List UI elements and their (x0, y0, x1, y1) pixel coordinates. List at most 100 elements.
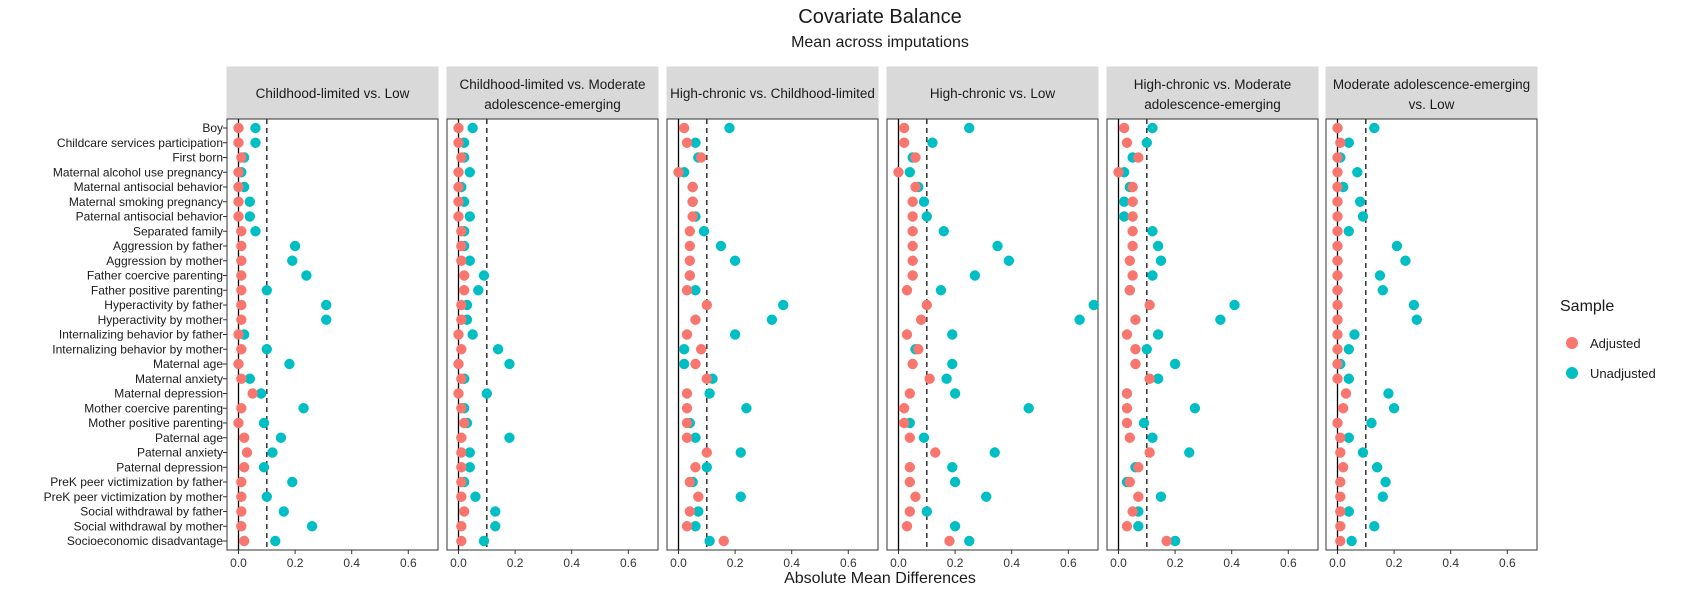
panel-frame (446, 118, 659, 551)
unadjusted-point (1369, 521, 1380, 532)
adjusted-point (907, 255, 918, 266)
x-tick-label: 0.0 (890, 556, 907, 570)
unadjusted-point (1383, 388, 1394, 399)
panel-frame (1325, 118, 1538, 551)
adjusted-point (1144, 299, 1155, 311)
adjusted-point (233, 122, 244, 134)
y-tick-label: Paternal anxiety (137, 446, 223, 460)
unadjusted-point (464, 211, 476, 222)
adjusted-point (1118, 122, 1130, 134)
adjusted-point (1332, 122, 1343, 134)
adjusted-point (907, 240, 918, 252)
unadjusted-point (735, 447, 746, 458)
adjusted-point (1337, 403, 1349, 414)
unadjusted-point (301, 270, 312, 281)
adjusted-point (456, 535, 467, 547)
y-tick-label: Maternal age (153, 357, 223, 371)
adjusted-point (1121, 137, 1133, 148)
unadjusted-point (947, 329, 958, 340)
adjusted-point (695, 152, 707, 163)
unadjusted-point (244, 373, 256, 384)
unadjusted-point (927, 137, 938, 148)
y-tick-label: Boy (202, 121, 223, 135)
adjusted-point (904, 506, 916, 517)
adjusted-point (1332, 299, 1343, 311)
adjusted-point (1335, 476, 1346, 488)
unadjusted-point (1215, 314, 1226, 325)
unadjusted-point (250, 122, 261, 134)
adjusted-point (684, 240, 696, 252)
adjusted-point (236, 403, 247, 414)
adjusted-point (453, 122, 464, 134)
adjusted-point (904, 432, 916, 443)
unadjusted-point (729, 255, 741, 266)
unadjusted-point (258, 417, 270, 429)
adjusted-point (458, 506, 470, 517)
adjusted-point (907, 211, 918, 222)
adjusted-point (907, 358, 918, 370)
unadjusted-point (244, 196, 256, 207)
unadjusted-point (1152, 329, 1164, 340)
adjusted-point (684, 270, 696, 281)
adjusted-point (1127, 181, 1138, 193)
adjusted-point (236, 240, 247, 252)
unadjusted-point (1366, 417, 1377, 429)
unadjusted-point (1343, 137, 1355, 148)
y-tick-label: Maternal depression (114, 387, 223, 401)
adjusted-point (1130, 314, 1141, 325)
unadjusted-point (918, 196, 930, 207)
unadjusted-point (1377, 491, 1388, 502)
adjusted-point (233, 358, 244, 370)
adjusted-point (1144, 373, 1155, 384)
unadjusted-point (1343, 344, 1355, 355)
adjusted-point (904, 388, 916, 399)
adjusted-point (901, 521, 913, 532)
adjusted-point (453, 329, 464, 340)
unadjusted-point (492, 344, 504, 355)
adjusted-point (1121, 521, 1133, 532)
unadjusted-point (1377, 285, 1388, 296)
adjusted-point (1332, 285, 1343, 296)
adjusted-point (233, 167, 244, 178)
unadjusted-point (1118, 196, 1130, 207)
unadjusted-point (481, 388, 492, 399)
facet-strip (666, 66, 879, 120)
adjusted-point (233, 417, 244, 429)
unadjusted-point (250, 226, 261, 237)
y-tick-label: Maternal smoking pregnancy (69, 195, 223, 209)
x-tick-label: 0.2 (1167, 556, 1184, 570)
unadjusted-point (1400, 255, 1411, 266)
y-tick-label: PreK peer victimization by mother (44, 490, 223, 504)
adjusted-point (907, 196, 918, 207)
unadjusted-point (735, 491, 746, 502)
unadjusted-point (478, 535, 490, 547)
x-tick-label: 0.4 (1442, 556, 1459, 570)
adjusted-point (910, 491, 921, 502)
adjusted-point (1332, 329, 1343, 340)
facet-strip (1325, 66, 1538, 120)
adjusted-point (1113, 167, 1124, 178)
adjusted-point (898, 122, 910, 134)
unadjusted-point (766, 314, 778, 325)
unadjusted-point (678, 344, 690, 355)
unadjusted-point (729, 329, 741, 340)
unadjusted-point (1189, 403, 1201, 414)
adjusted-point (1127, 270, 1138, 281)
unadjusted-point (261, 344, 272, 355)
unadjusted-point (261, 491, 272, 502)
adjusted-point (456, 152, 467, 163)
unadjusted-point (989, 447, 1000, 458)
y-tick-label: Internalizing behavior by mother (52, 342, 223, 356)
unadjusted-point (1411, 314, 1422, 325)
unadjusted-point (298, 403, 309, 414)
adjusted-point (236, 270, 247, 281)
adjusted-point (233, 196, 244, 207)
unadjusted-point (1169, 535, 1181, 547)
x-tick-label: 0.0 (1110, 556, 1127, 570)
y-tick-label: Aggression by mother (106, 254, 223, 268)
unadjusted-point (918, 432, 930, 443)
adjusted-point (1332, 373, 1343, 384)
adjusted-point (1332, 314, 1343, 325)
adjusted-point (236, 476, 247, 488)
adjusted-point (681, 403, 693, 414)
